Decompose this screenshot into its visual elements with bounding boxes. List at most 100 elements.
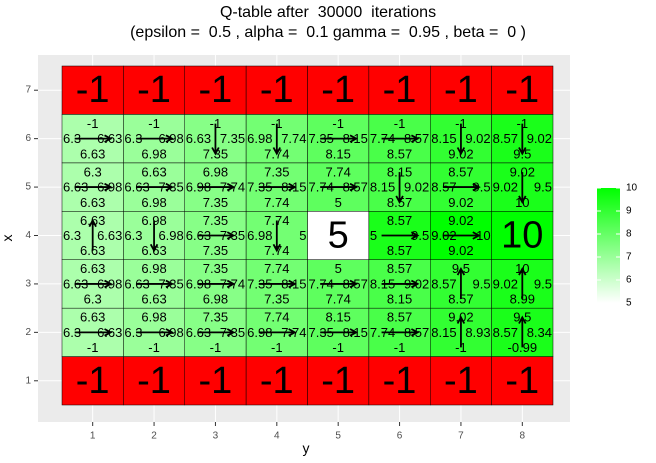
cell-background	[61, 356, 124, 406]
cell-center-label: -1	[383, 69, 417, 111]
cell-center-label: -1	[76, 360, 110, 402]
q-value-up: 7.74	[326, 164, 351, 179]
best-action-arrow	[258, 182, 297, 192]
y-tick-label: 7	[25, 85, 31, 96]
cell-center-label: -1	[199, 69, 233, 111]
cell-background	[61, 65, 124, 115]
q-cell: -17.746.98 7.74	[245, 114, 308, 164]
q-cell: 9.02-18.15 8.93	[430, 307, 492, 357]
q-value-left: 6.63	[186, 131, 211, 146]
best-action-arrow	[272, 220, 281, 253]
q-cell: 8.579.028.57 9.5	[430, 162, 492, 212]
x-tick-label: 3	[213, 431, 219, 442]
q-cell: 5	[307, 211, 370, 260]
q-cell: -1	[245, 356, 308, 406]
q-value-down: 6.98	[141, 195, 166, 210]
q-value-up: -1	[87, 116, 99, 131]
q-cell: -19.028.15 9.02	[430, 114, 492, 164]
best-action-arrow	[442, 182, 481, 192]
q-cell: 6.36.636.63 6.98	[61, 162, 124, 212]
q-value-right: 6.63	[97, 228, 122, 243]
heatmap-cells: -1 -1 -1 -1 -1 -1 -1 -1-1 -1 -1 -1 -1 -1 -1 -15 106.63-…	[61, 65, 554, 406]
q-cell: 10	[491, 211, 554, 260]
cell-background	[245, 356, 308, 406]
q-value-left: 8.15	[370, 180, 395, 195]
best-action-arrow	[258, 328, 297, 337]
cell-background	[491, 356, 554, 406]
q-value-up: -1	[210, 116, 222, 131]
q-value-right: 9.5	[473, 276, 491, 291]
q-cell: -19.58.57 9.02	[491, 114, 554, 164]
cell-background	[368, 65, 431, 115]
legend-tick-label: 9	[626, 206, 632, 217]
q-cell: 7.357.356.63 7.35	[184, 211, 247, 260]
chart-title-line-1: Q-table after 30000 iterations	[219, 4, 437, 21]
best-action-arrow	[320, 182, 359, 192]
q-value-left: 6.3	[63, 228, 81, 243]
q-value-down: 7.74	[264, 195, 289, 210]
best-action-arrow	[136, 182, 174, 192]
best-action-arrow	[272, 123, 281, 156]
best-action-arrow	[381, 328, 420, 337]
q-value-down: 6.63	[80, 243, 105, 258]
q-value-up: -1	[271, 116, 283, 131]
cell-center-label: -1	[383, 360, 417, 402]
cell-background	[184, 356, 247, 406]
cell-background	[368, 356, 431, 406]
q-value-down: -1	[455, 340, 467, 355]
q-cell: 7.357.747.35 8.15	[245, 162, 308, 212]
q-value-down: -1	[210, 340, 222, 355]
q-value-left: 9.02	[493, 180, 518, 195]
best-action-arrow	[518, 172, 527, 204]
q-value-up: 6.63	[141, 164, 166, 179]
q-value-down: 6.63	[141, 292, 166, 307]
cell-center-label: -1	[444, 360, 478, 402]
q-value-up: 7.74	[264, 310, 289, 325]
cell-center-label: -1	[260, 69, 294, 111]
q-value-down: 6.63	[80, 146, 105, 161]
q-value-up: 6.98	[141, 261, 166, 276]
q-value-down: 8.99	[510, 292, 535, 307]
x-tick-label: 1	[90, 431, 96, 442]
best-action-arrow	[320, 328, 359, 337]
q-cell: -1	[61, 356, 124, 406]
q-value-up: 5	[335, 261, 342, 276]
q-value-left: 6.3	[124, 131, 142, 146]
q-value-up: 7.35	[203, 213, 228, 228]
q-value-up: 6.63	[80, 261, 105, 276]
q-value-down: -1	[394, 340, 406, 355]
q-value-up: 8.57	[387, 310, 412, 325]
q-cell: 6.986.636.3 6.98	[123, 211, 185, 260]
y-tick-label: 4	[25, 230, 31, 241]
cell-background	[123, 65, 185, 115]
legend-tick-label: 6	[626, 275, 632, 286]
q-cell: -1	[307, 65, 370, 115]
q-value-up: 9.02	[510, 164, 535, 179]
legend-tick-label: 8	[626, 229, 632, 240]
q-value-up: 8.15	[326, 310, 351, 325]
q-value-down: 8.15	[387, 292, 412, 307]
cell-background	[491, 211, 554, 260]
cell-background	[245, 65, 308, 115]
y-tick-label: 5	[25, 182, 31, 193]
q-value-down: 8.15	[326, 146, 351, 161]
q-value-right: 9.5	[534, 180, 552, 195]
q-value-up: 6.63	[80, 310, 105, 325]
q-value-down: 6.3	[84, 292, 102, 307]
q-value-down: -1	[148, 340, 160, 355]
q-cell: 6.636.986.63 7.35	[123, 162, 185, 212]
q-value-up: -1	[394, 116, 406, 131]
cell-center-label: -1	[505, 69, 539, 111]
best-action-arrow	[456, 267, 466, 299]
q-cell: 6.636.36.63 6.98	[61, 259, 124, 309]
q-value-up: -1	[148, 116, 160, 131]
q-value-down: 5	[335, 195, 342, 210]
best-action-arrow	[149, 220, 159, 253]
q-cell: -1	[61, 65, 124, 115]
q-value-up: 6.3	[84, 164, 102, 179]
q-value-down: 9.02	[448, 243, 473, 258]
best-action-arrow	[381, 279, 420, 289]
q-cell: 9.58.578.57 9.5	[430, 259, 492, 309]
q-cell: 9.5-0.998.57 8.34	[491, 307, 554, 357]
q-cell: 7.747.746.98 5	[245, 211, 308, 260]
